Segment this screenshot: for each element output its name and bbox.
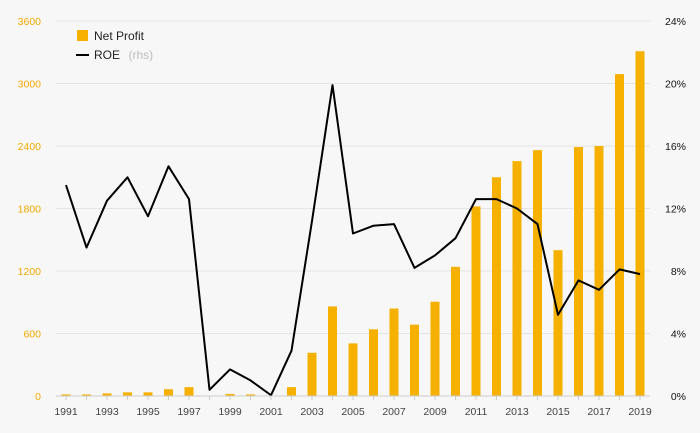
net-profit-bar <box>307 352 317 396</box>
net-profit-bar <box>164 389 173 396</box>
net-profit-bar <box>553 250 563 396</box>
right-y-axis: 0% 4% 8% 12% 16% 20% 24% <box>665 16 686 403</box>
net-profit-bar <box>615 74 624 396</box>
x-tick-label: 2015 <box>546 406 570 418</box>
right-tick-label: 8% <box>671 266 686 278</box>
net-profit-bar <box>410 324 419 396</box>
roe-line-layer <box>65 84 641 397</box>
net-profit-bar <box>533 150 542 396</box>
x-axis: 1991 1993 1995 1997 1999 2001 2003 2005 2007 2009… <box>54 395 652 418</box>
net-profit-bar <box>102 393 112 396</box>
roe-line <box>65 84 641 397</box>
net-profit-bar <box>225 393 235 396</box>
legend-label-roe-rhs: (rhs) <box>128 48 153 62</box>
net-profit-bar <box>184 387 194 396</box>
net-profit-bar <box>389 308 399 396</box>
right-tick-label: 24% <box>665 16 686 28</box>
right-tick-label: 20% <box>665 79 686 91</box>
left-tick-label: 0 <box>35 391 41 403</box>
net-profit-bar <box>574 147 583 396</box>
x-tick-label: 1995 <box>136 406 160 418</box>
x-tick-label: 2001 <box>259 406 283 418</box>
left-tick-label: 1800 <box>18 204 42 216</box>
x-tick-label: 2003 <box>300 406 324 418</box>
x-tick-label: 2013 <box>505 406 529 418</box>
x-tick-label: 2005 <box>341 406 365 418</box>
x-tick-label: 1993 <box>95 406 119 418</box>
x-tick-label: 1997 <box>177 406 201 418</box>
x-tick-label: 2011 <box>465 406 488 418</box>
net-profit-bar <box>123 392 132 396</box>
net-profit-bar <box>348 343 358 396</box>
net-profit-bar <box>492 177 501 396</box>
left-tick-label: 2400 <box>18 141 42 153</box>
net-profit-bar <box>287 387 296 396</box>
legend-swatch-net-profit <box>77 30 88 41</box>
net-profit-bar <box>369 329 378 396</box>
right-tick-label: 12% <box>665 204 686 216</box>
legend: Net Profit ROE (rhs) <box>76 29 153 63</box>
net-profit-bar <box>594 146 604 396</box>
net-profit-bar <box>512 161 522 396</box>
right-tick-label: 0% <box>671 391 686 403</box>
left-tick-label: 600 <box>23 329 41 341</box>
x-tick-label: 1999 <box>218 406 242 418</box>
net-profit-bar <box>451 266 460 396</box>
net-profit-bar <box>328 306 337 396</box>
left-y-axis: 0 600 1200 1800 2400 3000 3600 <box>18 16 42 403</box>
net-profit-bar <box>635 51 645 396</box>
net-profit-bar <box>246 394 255 396</box>
net-profit-bar <box>430 301 440 396</box>
right-tick-label: 4% <box>671 329 686 341</box>
x-tick-label: 2017 <box>587 406 611 418</box>
x-tick-label: 2019 <box>628 406 652 418</box>
net-profit-bar <box>61 394 71 396</box>
net-profit-bar <box>82 394 91 396</box>
x-tick-label: 2007 <box>382 406 406 418</box>
x-tick-label: 1991 <box>54 406 78 418</box>
net-profit-bar <box>471 206 481 396</box>
gridlines <box>56 20 650 397</box>
left-tick-label: 3000 <box>18 79 42 91</box>
net-profit-bars <box>61 51 645 396</box>
legend-label-roe-name: ROE <box>94 48 120 62</box>
right-tick-label: 16% <box>665 141 686 153</box>
legend-label-net-profit: Net Profit <box>94 29 145 43</box>
left-tick-label: 1200 <box>18 266 42 278</box>
net-profit-bar <box>143 392 153 396</box>
left-tick-label: 3600 <box>18 16 42 28</box>
legend-label-roe: ROE (rhs) <box>94 46 153 63</box>
x-tick-label: 2009 <box>423 406 447 418</box>
